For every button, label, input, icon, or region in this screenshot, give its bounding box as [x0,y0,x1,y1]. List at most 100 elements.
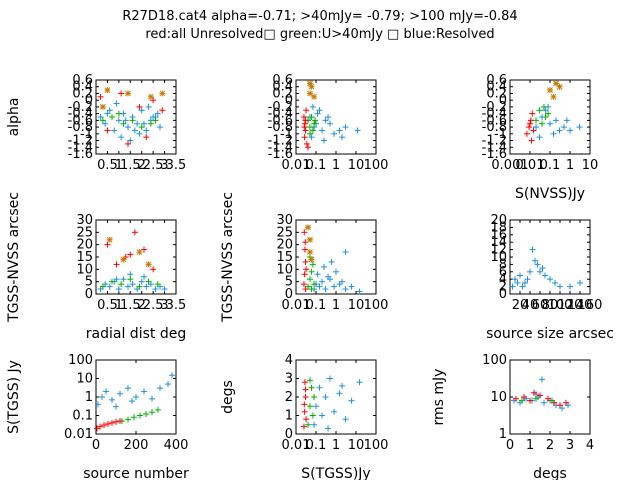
y-tick-label: 100 [68,353,93,368]
data-point-green [120,120,127,127]
data-point-red [563,399,569,406]
data-point-blue [308,134,315,141]
y-tick-label: 0.6 [72,73,93,88]
x-tick-label: 0.01 [516,158,545,173]
data-point-red [150,97,157,104]
data-point-blue [527,268,533,275]
y-tick-label: 0.4 [272,80,293,95]
data-point-blue [539,376,545,383]
data-point-blue [556,127,563,134]
data-point-blue [539,265,546,272]
y-tick-label: 0 [499,93,507,108]
x-tick-label: 20 [512,298,529,313]
x-tick-label: 3 [566,438,574,453]
x-tick-label: 0.001 [491,158,528,173]
x-tick-label: 40 [522,298,539,313]
y-tick-label: -1.4 [68,140,93,155]
data-point-blue [120,276,127,283]
y-tick-label: 15 [76,250,93,265]
y-tick-label: -1.4 [268,140,293,155]
data-point-blue [320,263,327,270]
data-point-orange [99,103,106,110]
x-tick-label: 2 [138,298,146,313]
x-tick-label: 4 [586,438,594,453]
data-point-red [118,90,125,97]
data-point-red [301,120,308,127]
data-point-green [147,120,154,127]
x-tick-label: 0.01 [282,438,311,453]
data-point-red [143,134,150,141]
y-tick-label: 2 [285,390,293,405]
data-point-blue [103,388,109,395]
data-point-blue [533,124,540,131]
x-tick-label: 0.01 [282,298,311,313]
data-point-blue [529,246,536,253]
y-tick-label: -1.6 [268,147,293,162]
data-point-blue [342,286,349,293]
y-tick-label: 6 [499,265,507,280]
data-point-red [521,394,527,400]
data-point-green [533,395,539,402]
x-tick-label: 10 [348,158,365,173]
data-point-blue [336,390,343,397]
data-point-green [143,411,149,418]
data-point-blue [537,268,543,275]
data-point-green [306,377,313,384]
data-point-orange [308,83,315,90]
y-tick-label: 18 [490,220,507,235]
data-point-green [149,409,155,416]
data-point-blue [104,110,111,117]
x-axis-label: S(TGSS)Jy [301,466,370,480]
x-tick-label: 1.5 [120,158,141,173]
data-point-red [526,124,533,131]
x-tick-label: 160 [578,298,603,313]
data-point-orange [311,93,318,100]
data-point-red [131,229,138,236]
data-point-orange [547,87,553,94]
y-tick-label: 10 [76,372,93,387]
y-tick-label: 0 [285,93,293,108]
data-point-blue [106,107,113,114]
data-point-green [154,281,161,288]
data-point-red [104,241,111,248]
data-point-red [300,114,307,120]
x-axis-label: radial dist deg [86,326,186,342]
data-point-orange [104,87,111,94]
data-point-blue [165,381,171,388]
y-tick-label: -0.2 [268,100,293,115]
x-tick-label: 60 [532,298,549,313]
y-tick-label: -1 [280,127,293,142]
data-point-green [549,397,555,404]
data-point-green [308,268,315,275]
data-point-green [539,120,546,127]
data-point-blue [517,272,523,279]
y-tick-label: 0 [499,287,507,302]
data-point-blue [577,279,583,286]
data-point-blue [134,120,141,127]
data-point-blue [547,276,553,283]
data-point-blue [354,127,361,134]
data-point-blue [154,110,161,117]
y-tick-label: 0.2 [486,86,507,101]
x-tick-label: 1 [115,298,123,313]
x-tick-label: 100 [364,298,389,313]
data-point-blue [339,382,346,389]
data-point-blue [109,396,115,403]
y-tick-label: 0.6 [486,73,507,88]
data-point-blue [150,114,157,120]
x-tick-label: 0.01 [282,158,311,173]
data-point-blue [118,134,125,141]
y-tick-label: 12 [490,243,507,258]
y-tick-label: 30 [76,213,93,228]
x-tick-label: 120 [558,298,583,313]
data-point-green [155,406,161,413]
data-point-red [303,266,310,273]
data-point-red [527,397,533,404]
y-axis-label: alpha [6,98,22,137]
data-point-blue [157,385,163,392]
y-tick-label: 30 [276,213,293,228]
data-point-blue [348,283,355,290]
y-tick-label: -1.6 [68,147,93,162]
data-point-blue [333,268,339,275]
